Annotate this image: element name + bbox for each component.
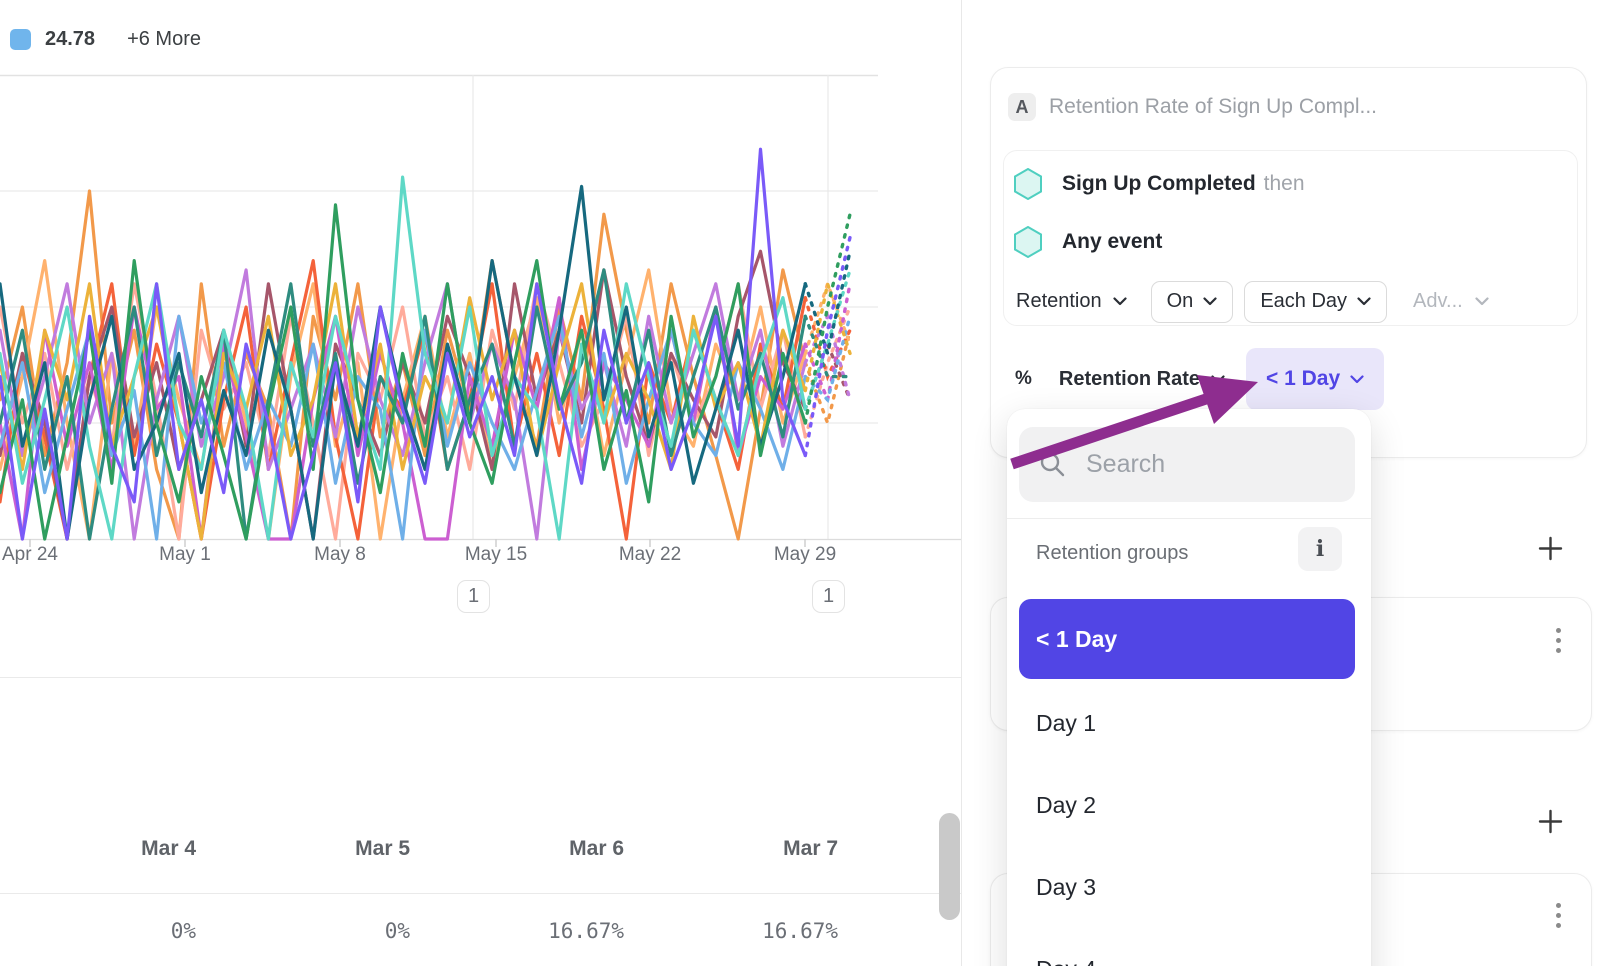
retention-chart — [0, 74, 961, 547]
menu-item-day-3[interactable]: Day 3 — [1036, 873, 1097, 900]
interval-dropdown[interactable]: Each Day — [1244, 280, 1388, 323]
advanced-dropdown[interactable]: Adv... — [1413, 290, 1489, 313]
chevron-down-icon — [1203, 297, 1217, 306]
metric-title[interactable]: Retention Rate of Sign Up Compl... — [1049, 95, 1378, 118]
add-section-button[interactable] — [1528, 799, 1572, 843]
interval-label: Each Day — [1260, 290, 1348, 312]
chart-page-badge[interactable]: 1 — [457, 580, 490, 613]
metric-settings-card: A Retention Rate of Sign Up Compl... Sig… — [990, 67, 1587, 458]
chevron-down-icon — [1350, 374, 1364, 383]
chart-legend: 24.78 +6 More — [10, 28, 201, 51]
on-dropdown[interactable]: On — [1150, 280, 1234, 323]
retention-controls-row: Retention On Each Day Adv... — [1016, 280, 1489, 323]
table-divider — [0, 893, 961, 894]
section-divider — [0, 677, 961, 678]
on-label: On — [1166, 290, 1194, 312]
percent-symbol: % — [1015, 368, 1032, 389]
info-icon[interactable]: i — [1298, 527, 1342, 571]
table-column-header: Mar 7 — [783, 837, 838, 860]
table-column-header: Mar 4 — [141, 837, 196, 860]
x-tick-label: May 1 — [159, 544, 211, 565]
retention-group-menu: Retention groups i < 1 Day Day 1 Day 2 D… — [1007, 409, 1371, 966]
menu-item-day-2[interactable]: Day 2 — [1036, 791, 1097, 818]
event-hexagon-icon — [1014, 168, 1042, 200]
kebab-menu-icon[interactable] — [1540, 893, 1576, 937]
table-cell: 16.67% — [548, 919, 624, 943]
panel-divider — [961, 0, 962, 966]
x-tick-label: May 15 — [464, 544, 528, 565]
event-row-first[interactable]: Sign Up Completed then — [1014, 167, 1305, 201]
table-cell: 0% — [384, 919, 410, 943]
plus-icon — [1538, 536, 1562, 560]
chart-section: 24.78 +6 More Apr 24 May 1 May 8 May 15 May … — [0, 28, 961, 943]
metric-row: % Retention Rate < 1 Day — [1015, 348, 1385, 410]
legend-swatch — [10, 29, 31, 50]
add-metric-button[interactable] — [1528, 526, 1572, 570]
chevron-down-icon — [1113, 297, 1127, 306]
retention-type-dropdown[interactable]: Retention — [1016, 290, 1127, 313]
chevron-down-icon — [1357, 297, 1371, 306]
legend-series-label[interactable]: 24.78 — [45, 28, 96, 50]
retention-groups-heading: Retention groups — [1036, 541, 1189, 564]
retention-group-dropdown[interactable]: < 1 Day — [1246, 348, 1385, 410]
chevron-down-icon — [1475, 297, 1489, 306]
table-cell: 16.67% — [762, 919, 838, 943]
table-column-header: Mar 6 — [569, 837, 624, 860]
retention-type-label: Retention — [1016, 290, 1102, 312]
event-definition-card: Sign Up Completed then Any event Retentio… — [1003, 150, 1578, 326]
menu-divider — [1007, 518, 1371, 519]
chevron-down-icon — [1211, 374, 1225, 383]
metric-badge: A — [1008, 93, 1036, 121]
menu-item-lt-1-day[interactable]: < 1 Day — [1019, 599, 1355, 679]
plus-icon — [1538, 809, 1562, 833]
chart-page-badge[interactable]: 1 — [812, 580, 845, 613]
retention-group-value: < 1 Day — [1266, 367, 1341, 390]
event-hexagon-icon — [1014, 226, 1042, 258]
menu-item-day-4[interactable]: Day 4 — [1019, 929, 1355, 966]
search-icon — [1040, 452, 1065, 477]
event-name[interactable]: Any event — [1062, 230, 1163, 253]
retention-rate-dropdown[interactable]: Retention Rate — [1059, 368, 1225, 391]
table-cell: 0% — [170, 919, 196, 943]
event-row-return[interactable]: Any event — [1014, 225, 1162, 259]
x-tick-label: May 29 — [773, 544, 837, 565]
x-tick-label: Apr 24 — [2, 544, 58, 565]
search-box — [1019, 427, 1355, 502]
x-tick-label: May 22 — [618, 544, 682, 565]
menu-item-day-1[interactable]: Day 1 — [1036, 709, 1097, 736]
event-suffix: then — [1263, 172, 1305, 195]
kebab-menu-icon[interactable] — [1540, 618, 1576, 662]
x-tick-label: May 8 — [314, 544, 366, 565]
event-name[interactable]: Sign Up Completed — [1062, 172, 1256, 195]
table-column-header: Mar 5 — [355, 837, 410, 860]
search-input[interactable] — [1086, 450, 1316, 479]
legend-more-label[interactable]: +6 More — [127, 28, 201, 50]
advanced-label: Adv... — [1413, 290, 1463, 312]
table-scrollbar[interactable] — [939, 813, 960, 920]
retention-rate-label: Retention Rate — [1058, 367, 1201, 390]
